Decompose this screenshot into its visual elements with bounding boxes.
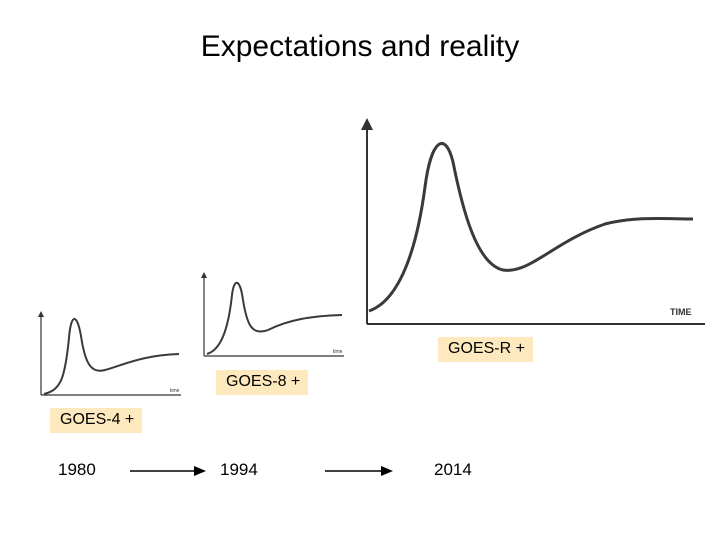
hype-curve	[43, 318, 180, 395]
year-2014: 2014	[434, 460, 472, 479]
goes-4-label: GOES-4 +	[50, 408, 143, 433]
y-axis-arrow	[201, 272, 207, 278]
hype-curve	[368, 141, 694, 313]
arrow-1980-1994	[130, 466, 206, 476]
year-1994: 1994	[220, 460, 258, 479]
x-axis-label: time	[333, 349, 343, 355]
hype-curve-small: time	[33, 308, 183, 403]
arrow-1994-2014	[325, 466, 393, 476]
goes-r-label: GOES-R +	[438, 337, 533, 362]
slide-title: Expectations and reality	[200, 30, 520, 63]
y-axis-arrow	[38, 311, 44, 317]
goes-8-label: GOES-8 +	[216, 370, 309, 395]
y-axis-arrow	[361, 118, 373, 130]
x-axis-label: time	[170, 388, 180, 394]
hype-curve	[206, 281, 343, 355]
hype-curve-medium: time	[196, 270, 346, 362]
hype-curve-large: TIME	[355, 112, 707, 330]
year-1980: 1980	[58, 460, 96, 479]
x-axis-label: TIME	[670, 307, 692, 317]
